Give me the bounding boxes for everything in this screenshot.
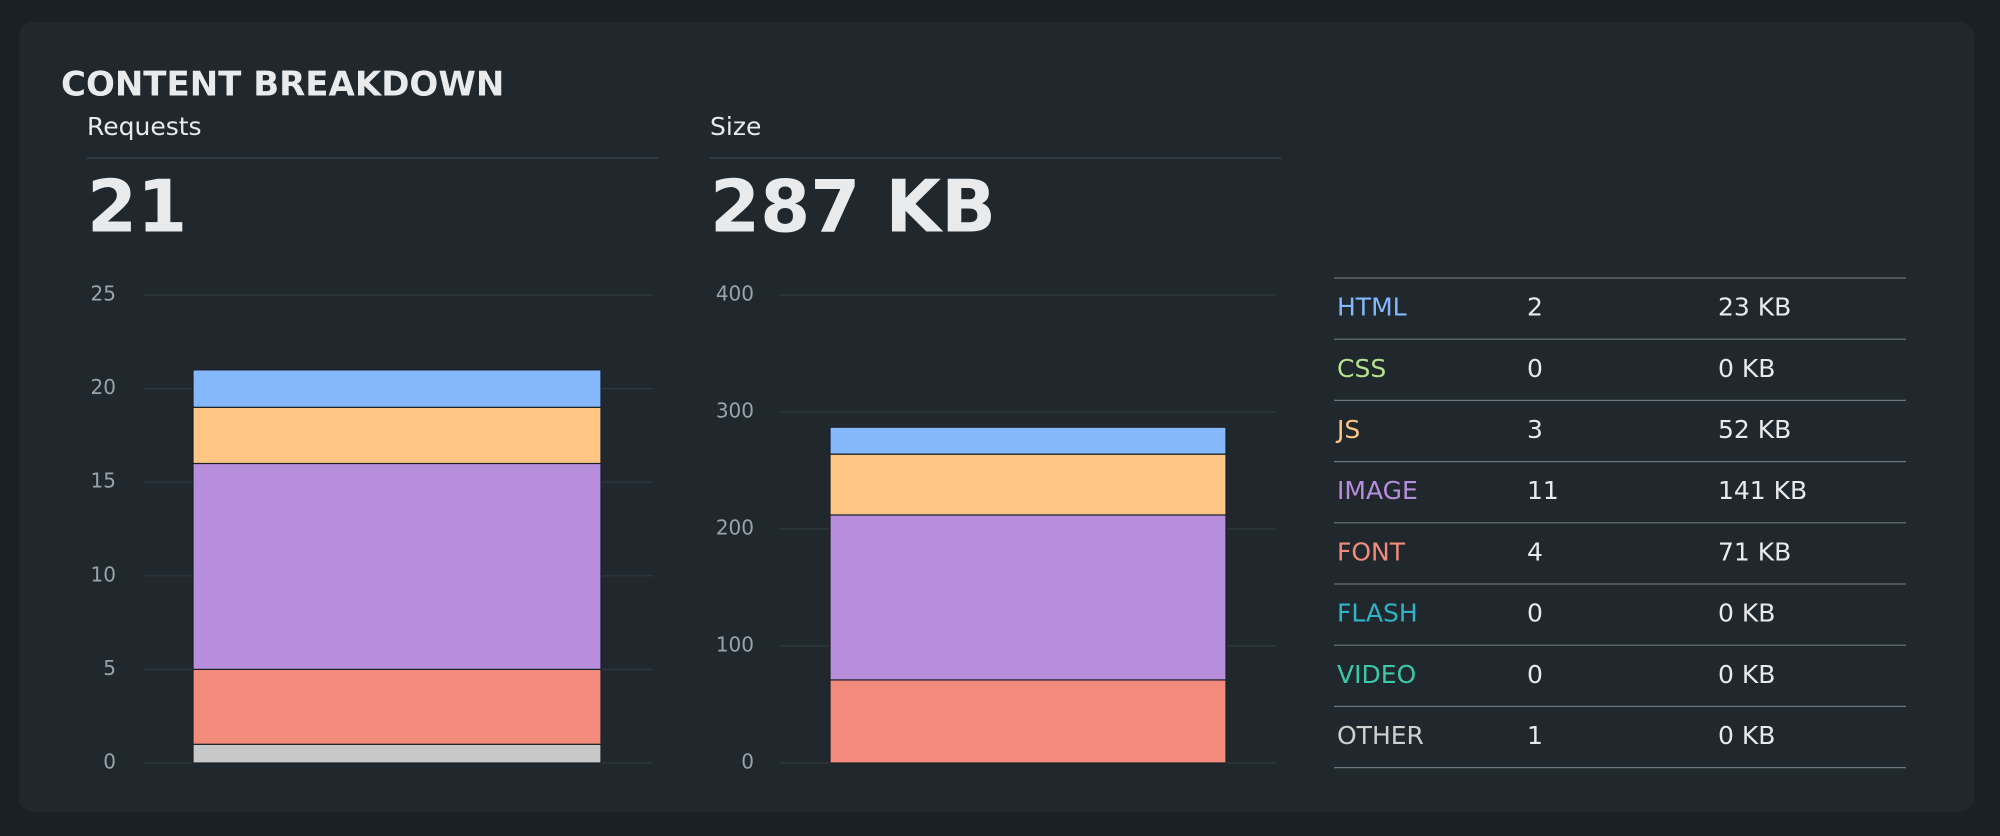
card-title: CONTENT BREAKDOWN [61,65,504,105]
request-count: 2 [1527,293,1543,322]
type-label: VIDEO [1337,660,1416,689]
summary-label: Size [710,112,761,141]
summary-value: 287 KB [710,165,996,249]
summary-label: Requests [87,112,202,141]
size-value: 52 KB [1718,415,1791,444]
size-value: 0 KB [1718,721,1775,750]
y-tick-label: 25 [91,282,116,306]
bar-segment [192,668,602,745]
size-value: 71 KB [1718,537,1791,566]
bar-segment [192,406,602,465]
y-tick-label: 0 [741,750,754,774]
type-label: OTHER [1337,721,1424,750]
y-tick-label: 10 [91,562,116,586]
bar-segment [829,514,1227,681]
type-label: FONT [1337,537,1406,566]
summary-value: 21 [87,165,187,249]
bar-segment [829,426,1227,455]
y-tick-label: 15 [91,469,116,493]
y-tick-label: 300 [716,399,754,423]
bar-segment [829,679,1227,764]
request-count: 0 [1527,660,1543,689]
y-tick-label: 400 [716,282,754,306]
request-count: 4 [1527,537,1543,566]
bar-segment [192,369,602,408]
type-label: JS [1335,415,1360,444]
y-tick-label: 20 [91,375,116,399]
y-tick-label: 5 [103,656,116,680]
size-value: 0 KB [1718,354,1775,383]
type-label: FLASH [1337,599,1418,628]
y-tick-label: 0 [103,750,116,774]
y-tick-label: 200 [716,516,754,540]
bar-segment [192,462,602,671]
request-count: 11 [1527,476,1559,505]
size-value: 0 KB [1718,660,1775,689]
y-tick-label: 100 [716,633,754,657]
bar-segment [192,743,602,764]
bar-segment [829,453,1227,516]
type-label: IMAGE [1337,476,1418,505]
size-value: 141 KB [1718,476,1807,505]
request-count: 3 [1527,415,1543,444]
size-value: 0 KB [1718,599,1775,628]
request-count: 1 [1527,721,1543,750]
type-label: CSS [1337,354,1386,383]
type-label: HTML [1337,293,1407,322]
request-count: 0 [1527,599,1543,628]
request-count: 0 [1527,354,1543,383]
size-value: 23 KB [1718,293,1791,322]
